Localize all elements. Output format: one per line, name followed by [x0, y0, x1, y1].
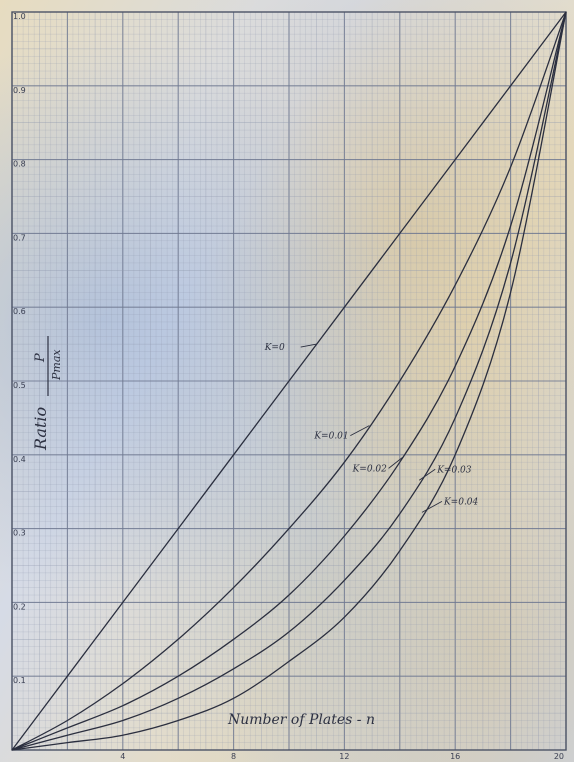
y-tick-label: 0.8	[13, 160, 26, 169]
x-tick-label: 12	[339, 752, 349, 761]
y-axis-label: Ratio	[31, 407, 50, 451]
y-tick-label: 1.0	[13, 12, 26, 21]
x-tick-label: 16	[450, 752, 460, 761]
x-tick-label: 8	[231, 752, 236, 761]
y-fraction-denominator: Pmax	[50, 349, 63, 381]
annotation-leader	[418, 468, 436, 481]
y-tick-label: 0.6	[13, 307, 26, 316]
annotation-leader	[350, 425, 370, 437]
y-tick-label: 0.9	[13, 86, 26, 95]
annotation-leader	[421, 500, 443, 513]
series-line-3	[11, 11, 567, 751]
annotation-label: K=0	[264, 343, 285, 353]
x-axis-label: Number of Plates - n	[227, 712, 375, 728]
x-tick-label: 20	[554, 752, 564, 761]
annotation-label: K=0.04	[443, 497, 479, 507]
annotation-leader	[388, 457, 403, 469]
y-tick-label: 0.4	[13, 455, 26, 464]
series-line-2	[11, 11, 567, 751]
annotations: K=0 K=0.01 K=0.02 K=0.03 K=0.04	[264, 343, 479, 513]
y-tick-label: 0.2	[13, 602, 26, 611]
series-line-4	[11, 11, 567, 751]
y-tick-label: 0.1	[13, 676, 26, 685]
y-axis-label-group: Ratio P Pmax	[31, 336, 63, 451]
series-line-1	[11, 11, 567, 751]
plot-frame	[11, 11, 567, 751]
annotation-leader	[300, 343, 317, 348]
grid	[11, 11, 567, 751]
annotation-label: K=0.01	[313, 432, 348, 442]
tick-labels: 0.1 0.2 0.3 0.4 0.5 0.6 0.7 0.8 0.9 1.0 4 8 12 16 20	[13, 12, 564, 761]
y-tick-label: 0.5	[13, 381, 26, 390]
series-line-0	[11, 11, 567, 751]
y-tick-label: 0.3	[13, 529, 26, 538]
y-fraction-numerator: P	[33, 353, 48, 363]
annotation-label: K=0.03	[436, 465, 472, 475]
y-tick-label: 0.7	[13, 233, 26, 242]
annotation-label: K=0.02	[352, 464, 388, 474]
curves	[11, 11, 567, 751]
x-tick-label: 4	[120, 752, 125, 761]
